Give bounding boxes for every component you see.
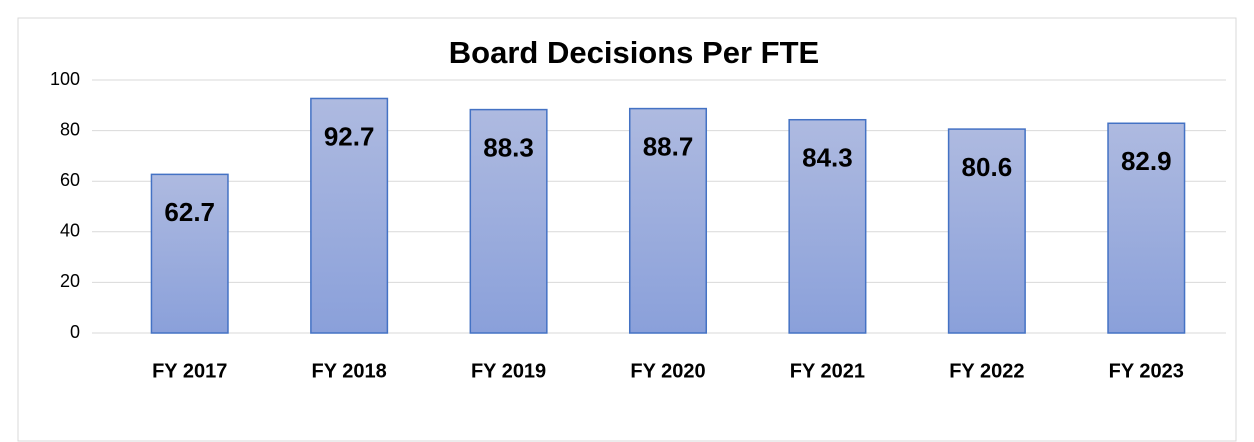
- x-tick-label: FY 2019: [471, 360, 546, 382]
- y-tick-label: 40: [60, 221, 80, 241]
- x-tick-label: FY 2023: [1109, 360, 1184, 382]
- x-tick-label: FY 2022: [949, 360, 1024, 382]
- bar: [947, 128, 1026, 334]
- x-tick-label: FY 2018: [312, 360, 387, 382]
- bar: [1107, 122, 1186, 334]
- y-tick-label: 0: [70, 322, 80, 342]
- bar: [310, 97, 389, 334]
- chart-title: Board Decisions Per FTE: [449, 35, 819, 70]
- y-tick-label: 80: [60, 119, 80, 139]
- x-tick-label: FY 2020: [630, 360, 705, 382]
- bar: [469, 108, 548, 334]
- y-tick-label: 100: [50, 69, 80, 89]
- data-label: 92.7: [324, 121, 375, 151]
- bar: [150, 173, 229, 334]
- data-label: 82.9: [1121, 146, 1172, 176]
- y-tick-label: 60: [60, 170, 80, 190]
- data-label: 62.7: [164, 197, 215, 227]
- data-label: 88.7: [643, 131, 694, 161]
- data-label: 80.6: [962, 152, 1013, 182]
- y-tick-label: 20: [60, 271, 80, 291]
- data-label: 88.3: [483, 132, 534, 162]
- data-label: 84.3: [802, 143, 853, 173]
- x-tick-label: FY 2021: [790, 360, 865, 382]
- bar: [628, 107, 708, 334]
- bar: [788, 118, 867, 334]
- x-tick-label: FY 2017: [152, 360, 227, 382]
